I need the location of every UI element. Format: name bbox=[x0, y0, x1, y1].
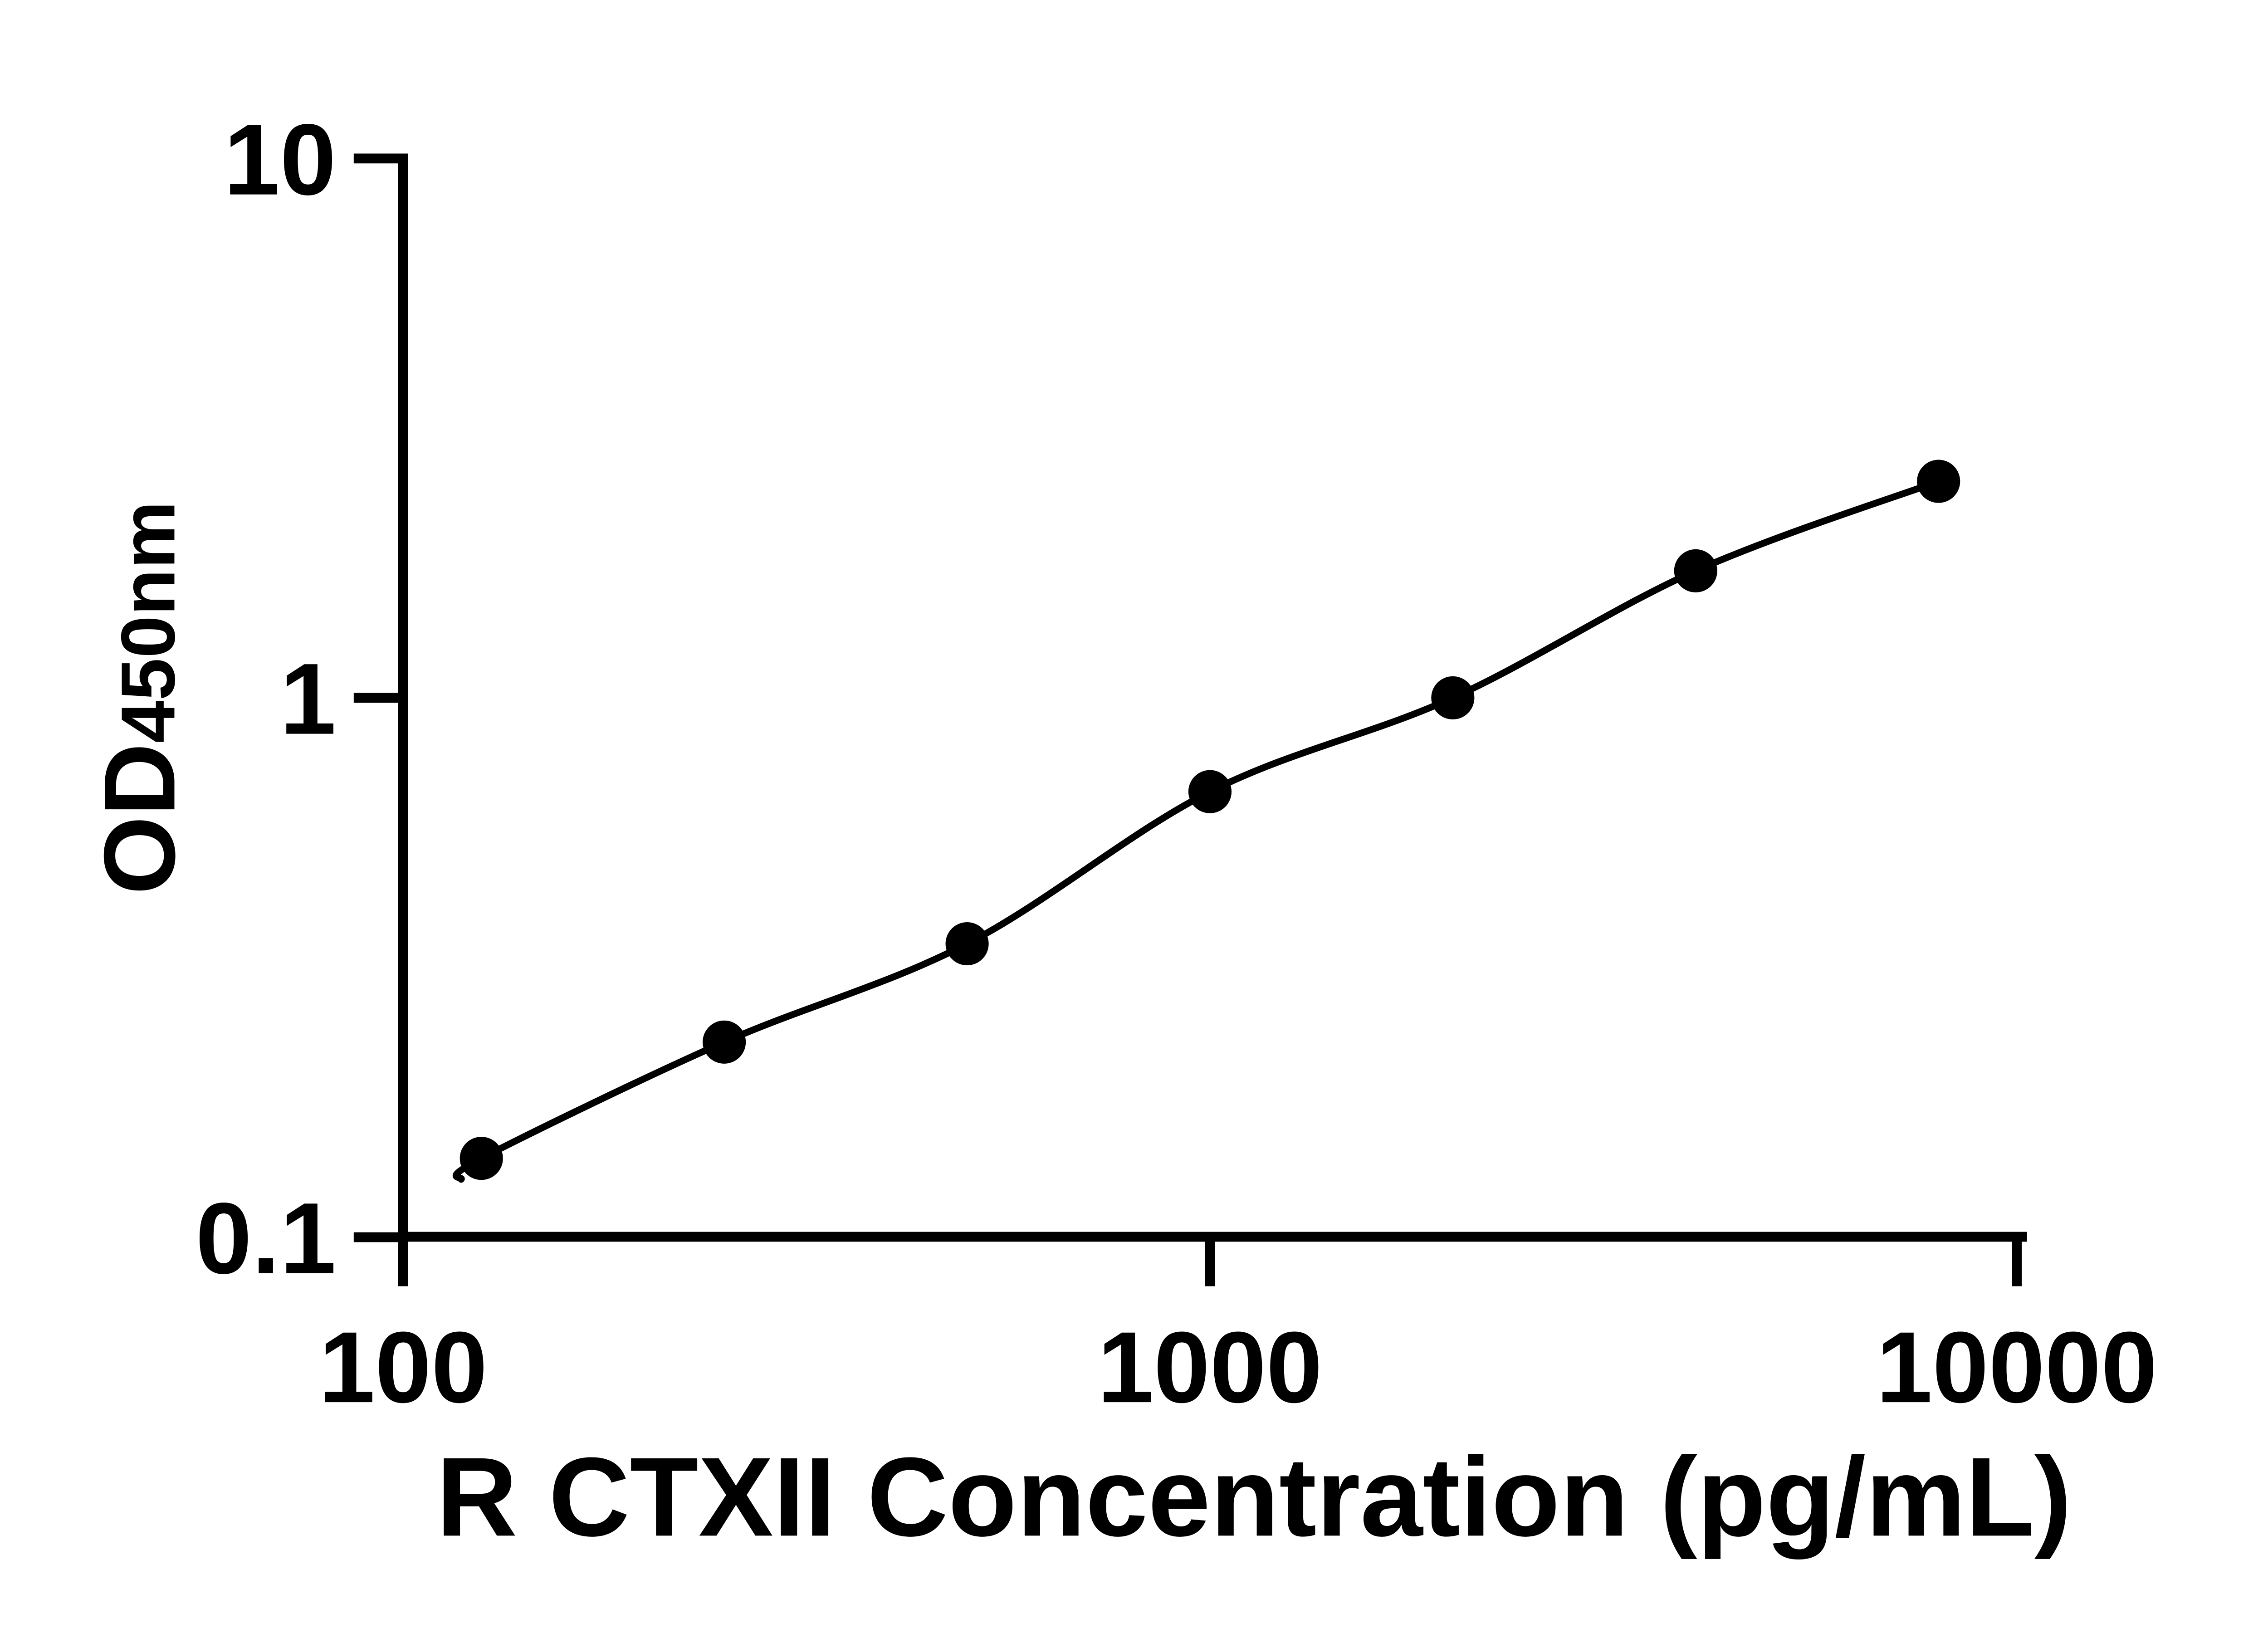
od-subscript-label: 450nm bbox=[105, 501, 191, 743]
series bbox=[452, 460, 1960, 1183]
y-tick-label: 1 bbox=[280, 643, 336, 756]
data-point bbox=[1188, 770, 1232, 813]
y-axis-title: OD450nm bbox=[83, 501, 196, 895]
data-point bbox=[945, 922, 989, 966]
y-tick-label: 10 bbox=[224, 103, 336, 216]
x-axis-title: R CTXII Concentration (pg/mL) bbox=[436, 1434, 2072, 1560]
y-tick-label: 0.1 bbox=[196, 1182, 336, 1295]
x-tick-label: 100 bbox=[319, 1311, 488, 1424]
od-label: OD bbox=[83, 743, 196, 895]
axes: 100 1000 10000 10 1 0.1 bbox=[196, 103, 2157, 1424]
data-point bbox=[1674, 549, 1717, 592]
x-tick-label: 10000 bbox=[1876, 1311, 2157, 1424]
data-point bbox=[703, 1020, 746, 1064]
data-point bbox=[459, 1137, 503, 1180]
data-point bbox=[1917, 460, 1960, 503]
standard-curve-line bbox=[452, 478, 1942, 1183]
x-tick-label: 1000 bbox=[1097, 1311, 1322, 1424]
data-point bbox=[1431, 676, 1475, 719]
